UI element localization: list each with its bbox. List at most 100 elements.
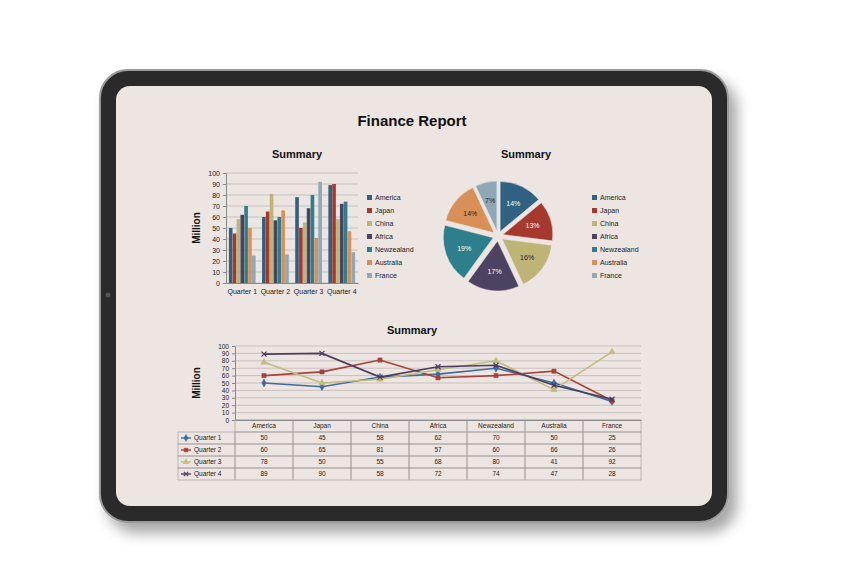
y-tick: 50: [222, 380, 235, 387]
x-tick-label: Quarter 2: [261, 288, 291, 296]
legend-item: Newzealand: [592, 246, 639, 253]
table-cell: [409, 456, 467, 468]
y-tick-label: 100: [218, 343, 229, 350]
marker: [262, 379, 267, 387]
bar: [233, 234, 237, 284]
marker: [436, 364, 441, 369]
y-tick-label: 50: [212, 225, 220, 232]
marker: [261, 359, 267, 365]
y-tick-label: 10: [222, 409, 230, 416]
table-cell: [583, 456, 641, 468]
line-chart: Summary0102030405060708090100MillionAmer…: [178, 324, 642, 480]
y-tick-label: 40: [212, 236, 220, 243]
table-cell: [178, 432, 235, 444]
legend: AmericaJapanChinaAfricaNewzealandAustral…: [367, 194, 414, 279]
legend-item: Australia: [592, 259, 627, 266]
slice-label: 13%: [526, 222, 540, 229]
legend-label: China: [600, 220, 618, 227]
tablet-camera: [106, 293, 111, 298]
bar: [344, 202, 348, 283]
y-tick: 80: [212, 192, 226, 199]
y-tick-mark: [232, 413, 235, 414]
table-text: 25: [608, 434, 616, 441]
tablet-screen: [116, 86, 712, 506]
report-title: Finance Report: [357, 112, 466, 129]
table-cell: [293, 456, 351, 468]
y-tick-mark: [232, 398, 235, 399]
y-tick: 40: [222, 387, 235, 394]
marker: [378, 358, 382, 362]
bar: [229, 228, 233, 283]
table-text: 41: [550, 458, 558, 465]
grid-line: [235, 405, 641, 406]
legend-item: Newzealand: [367, 246, 414, 253]
y-tick-mark: [223, 206, 226, 207]
y-tick-mark: [232, 346, 235, 347]
y-tick-label: 40: [222, 387, 230, 394]
table-cell: [409, 432, 467, 444]
series-line: [264, 353, 612, 399]
table-text: 45: [318, 434, 326, 441]
legend-item: Australia: [367, 259, 402, 266]
y-tick-label: 90: [222, 350, 230, 357]
table-text: 65: [318, 446, 326, 453]
y-tick: 60: [212, 214, 226, 221]
y-tick-label: 20: [212, 258, 220, 265]
y-tick-label: 60: [222, 372, 230, 379]
slice-labels: 14%13%16%17%19%14%7%: [457, 197, 539, 275]
chart-title: Summary: [387, 324, 438, 336]
legend-item: France: [367, 272, 397, 279]
legend-item: America: [592, 194, 626, 201]
y-tick: 0: [225, 417, 235, 424]
y-tick-label: 70: [222, 365, 230, 372]
table-text: Australia: [541, 422, 567, 429]
y-axis-line: [235, 347, 236, 421]
chart-title: Summary: [501, 148, 552, 160]
table-cell: [525, 468, 583, 480]
y-tick-mark: [232, 353, 235, 354]
x-axis-line: [227, 283, 359, 284]
legend-label: Newzealand: [375, 246, 414, 253]
legend-swatch: [367, 208, 372, 213]
table-cell: [293, 468, 351, 480]
legend-label: China: [375, 220, 393, 227]
grid-line: [235, 346, 641, 347]
grid-line: [235, 412, 641, 413]
table-text: 26: [608, 446, 616, 453]
y-tick-mark: [223, 283, 226, 284]
slice: [503, 203, 553, 241]
table-text: 66: [550, 446, 558, 453]
y-axis: 0102030405060708090100: [208, 170, 226, 287]
table-text: 74: [492, 470, 500, 477]
grid-line: [235, 360, 641, 361]
tablet: [100, 70, 728, 522]
marker: [494, 363, 499, 368]
y-tick: 60: [222, 372, 235, 379]
legend-label: Australia: [375, 259, 402, 266]
y-tick: 0: [216, 280, 226, 287]
y-tick: 10: [222, 409, 235, 416]
legend-swatch: [592, 195, 597, 200]
legend-swatch: [592, 273, 597, 278]
table-text: 62: [434, 434, 442, 441]
y-axis-title: Million: [191, 367, 202, 399]
legend-label: Africa: [600, 233, 618, 240]
y-tick: 30: [212, 247, 226, 254]
bar: [303, 223, 307, 284]
chart-title: Summary: [272, 148, 323, 160]
legend-label: America: [375, 194, 401, 201]
table-cell: [525, 420, 583, 432]
table-text: 58: [376, 470, 384, 477]
y-tick: 80: [222, 357, 235, 364]
y-tick-mark: [223, 261, 226, 262]
table-cell: [178, 468, 235, 480]
y-tick-mark: [223, 184, 226, 185]
table-text: 78: [260, 458, 268, 465]
y-tick-label: 70: [212, 203, 220, 210]
y-tick-mark: [232, 368, 235, 369]
legend-swatch: [367, 260, 372, 265]
table-text: 47: [550, 470, 558, 477]
legend-swatch: [367, 273, 372, 278]
bar: [314, 238, 318, 283]
table-cell: [409, 420, 467, 432]
